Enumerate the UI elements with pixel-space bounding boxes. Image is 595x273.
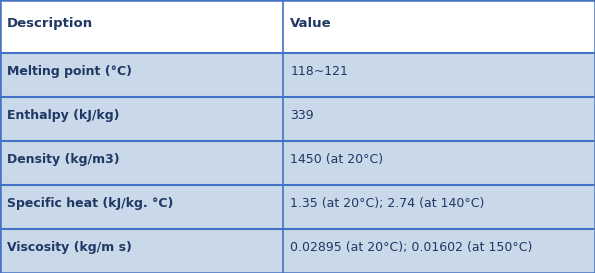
- Text: Enthalpy (kJ/kg): Enthalpy (kJ/kg): [7, 109, 120, 122]
- Bar: [0, 141, 595, 185]
- Text: 0.02895 (at 20°C); 0.01602 (at 150°C): 0.02895 (at 20°C); 0.01602 (at 150°C): [290, 241, 533, 254]
- Text: Melting point (°C): Melting point (°C): [7, 65, 132, 78]
- Bar: [0, 185, 595, 229]
- Text: 339: 339: [290, 109, 314, 122]
- Text: Description: Description: [7, 17, 93, 31]
- Text: 118~121: 118~121: [290, 65, 348, 78]
- Text: Viscosity (kg/m s): Viscosity (kg/m s): [7, 241, 132, 254]
- Bar: [0, 53, 595, 97]
- Bar: [0, 97, 595, 141]
- Text: 1.35 (at 20°C); 2.74 (at 140°C): 1.35 (at 20°C); 2.74 (at 140°C): [290, 197, 485, 210]
- Text: Specific heat (kJ/kg. °C): Specific heat (kJ/kg. °C): [7, 197, 174, 210]
- Text: Value: Value: [290, 17, 332, 31]
- Text: Density (kg/m3): Density (kg/m3): [7, 153, 120, 166]
- Bar: [0, 0, 595, 53]
- Bar: [0, 229, 595, 273]
- Text: 1450 (at 20°C): 1450 (at 20°C): [290, 153, 384, 166]
